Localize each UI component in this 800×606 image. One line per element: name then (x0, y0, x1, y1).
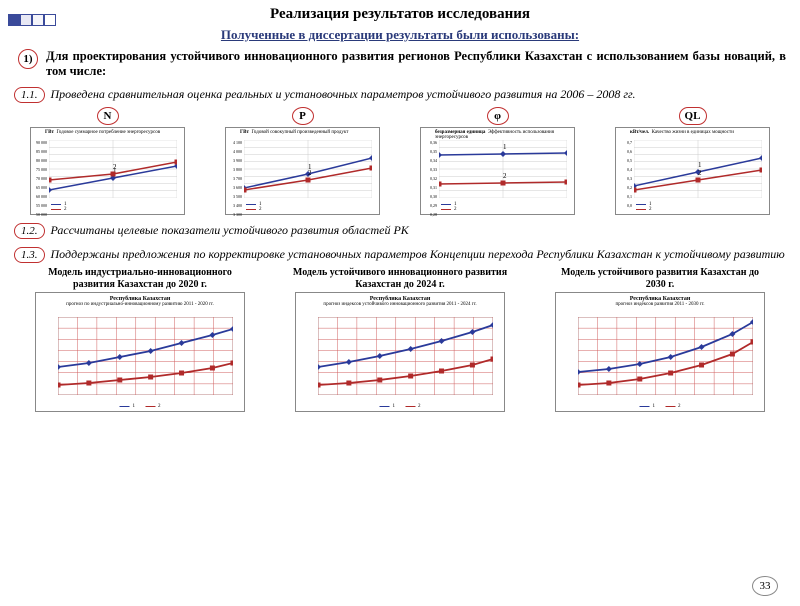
chart-legend: 12 (380, 404, 421, 409)
y-axis-labels: 0,70,60,50,40,30,20,10,0 (618, 138, 632, 210)
point-1: 1) Для проектирования устойчивого иннова… (18, 49, 786, 79)
big-chart: Модель индустриально-инновационного разв… (33, 267, 248, 412)
bullet-1-3: 1.3. (14, 247, 45, 263)
chart-legend: 12 (441, 202, 457, 212)
big-chart-frame: Республика Казахстан прогноз по индустри… (35, 292, 245, 412)
svg-text:2: 2 (113, 163, 117, 171)
svg-text:1: 1 (698, 161, 702, 169)
big-chart-row: Модель индустриально-инновационного разв… (10, 267, 790, 412)
chart-title: кВт/чел. Качество жизни в единицах мощно… (630, 130, 767, 135)
corner-decoration (8, 14, 56, 26)
inner-sub: прогноз индексов устойчивого инновационн… (296, 302, 504, 307)
deco-square (44, 14, 56, 26)
point-1-1-text: Проведена сравнительная оценка реальных … (51, 87, 787, 103)
chart-plot: 12 (634, 140, 762, 198)
chart-title: ГВт Годовой совокупный произведенный про… (240, 130, 377, 135)
deco-square (8, 14, 20, 26)
big-chart-frame: Республика Казахстан прогноз индексов ус… (295, 292, 505, 412)
point-1-3: 1.3. Поддержаны предложения по корректир… (14, 247, 786, 263)
svg-text:2: 2 (698, 169, 702, 177)
chart-plot: 12 (439, 140, 567, 198)
chart-plot: 12 (49, 140, 177, 198)
point-1-2-text: Рассчитаны целевые показатели устойчивог… (51, 223, 787, 239)
chart-legend: 12 (636, 202, 652, 212)
mini-chart-frame: безразмерная единица Эффективность испол… (420, 127, 575, 215)
page-number: 33 (752, 576, 778, 596)
chart-legend: 12 (120, 404, 161, 409)
mini-chart: φ безразмерная единица Эффективность исп… (420, 107, 575, 215)
mini-chart: QL кВт/чел. Качество жизни в единицах мо… (615, 107, 770, 215)
svg-text:2: 2 (503, 172, 507, 180)
deco-square (32, 14, 44, 26)
y-axis-labels: 90 00085 00080 00075 00070 00065 00060 0… (33, 138, 47, 219)
y-axis-labels: 4 1004 0003 9003 8003 7003 6003 5003 400… (228, 138, 242, 219)
deco-square (20, 14, 32, 26)
chart-title: безразмерная единица Эффективность испол… (435, 130, 572, 140)
mini-chart-frame: кВт/чел. Качество жизни в единицах мощно… (615, 127, 770, 215)
chart-plot (318, 317, 493, 395)
chart-plot (58, 317, 233, 395)
inner-sub: прогноз индексов развития 2011 - 2030 гг… (556, 302, 764, 307)
mini-chart-row: N ГВт Годовое суммарное потребление энер… (10, 107, 790, 215)
bullet-1-2: 1.2. (14, 223, 45, 239)
big-chart: Модель устойчивого развития Казахстан до… (553, 267, 768, 412)
big-chart-frame: Республика Казахстан прогноз индексов ра… (555, 292, 765, 412)
bullet-1: 1) (18, 49, 38, 69)
page-subtitle: Полученные в диссертации результаты были… (0, 27, 800, 43)
point-1-3-text: Поддержаны предложения по корректировке … (51, 247, 787, 263)
chart-badge: φ (487, 107, 509, 125)
chart-badge: N (97, 107, 119, 125)
big-chart-title: Модель устойчивого инновационного развит… (293, 267, 508, 290)
point-1-text: Для проектирования устойчивого инновацио… (46, 49, 786, 79)
inner-sub: прогноз по индустриально-инновационному … (36, 302, 244, 307)
mini-chart: N ГВт Годовое суммарное потребление энер… (30, 107, 185, 215)
mini-chart-frame: ГВт Годовое суммарное потребление энерго… (30, 127, 185, 215)
y-axis-labels: 0,360,350,340,330,320,310,300,290,28 (423, 138, 437, 219)
point-1-1: 1.1. Проведена сравнительная оценка реал… (14, 87, 786, 103)
svg-text:1: 1 (503, 143, 507, 151)
mini-chart-frame: ГВт Годовой совокупный произведенный про… (225, 127, 380, 215)
chart-legend: 12 (640, 404, 681, 409)
chart-badge: QL (679, 107, 707, 125)
mini-chart: P ГВт Годовой совокупный произведенный п… (225, 107, 380, 215)
chart-plot (578, 317, 753, 395)
chart-title: ГВт Годовое суммарное потребление энерго… (45, 130, 182, 135)
svg-text:2: 2 (308, 169, 312, 177)
big-chart-title: Модель индустриально-инновационного разв… (33, 267, 248, 290)
chart-legend: 12 (246, 202, 262, 212)
chart-badge: P (292, 107, 314, 125)
chart-legend: 12 (51, 202, 67, 212)
bullet-1-1: 1.1. (14, 87, 45, 103)
page-title: Реализация результатов исследования (0, 6, 800, 23)
chart-plot: 12 (244, 140, 372, 198)
point-1-2: 1.2. Рассчитаны целевые показатели устой… (14, 223, 786, 239)
big-chart-title: Модель устойчивого развития Казахстан до… (553, 267, 768, 290)
big-chart: Модель устойчивого инновационного развит… (293, 267, 508, 412)
